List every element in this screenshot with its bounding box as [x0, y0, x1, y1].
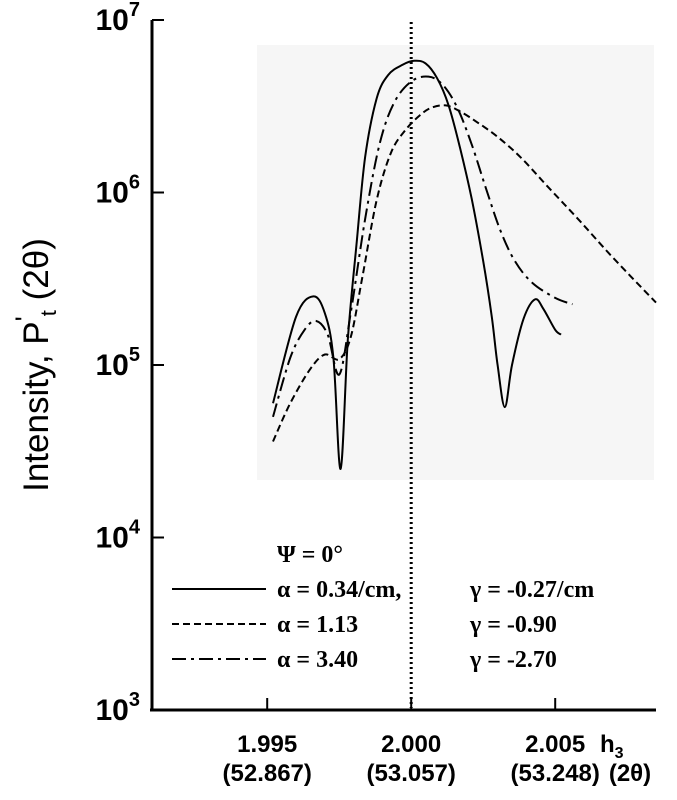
legend-row-dashdot: α = 3.40 γ = -2.70 — [172, 647, 557, 673]
legend-gamma-solid: γ = -0.27/cm — [469, 577, 594, 603]
x-axis-label: h3 — [600, 731, 624, 762]
legend-row-solid: α = 0.34/cm, γ = -0.27/cm — [172, 577, 594, 603]
x-tick-label: 2.000 — [381, 731, 441, 758]
legend: Ψ = 0° α = 0.34/cm, γ = -0.27/cm α = 1.1… — [172, 542, 594, 673]
legend-header: Ψ = 0° — [277, 542, 343, 568]
x-axis-label-2: (2θ) — [609, 760, 651, 787]
series-line-solid — [272, 59, 562, 470]
y-tick-label: 103 — [96, 689, 141, 727]
legend-gamma-dashdot: γ = -2.70 — [469, 647, 557, 673]
legend-gamma-dashed: γ = -0.90 — [469, 612, 557, 638]
y-axis-label: Intensity, P't (2θ) — [10, 238, 61, 492]
y-ticks: 103 104 105 106 107 — [96, 0, 164, 727]
legend-alpha-dashed: α = 1.13 — [277, 612, 358, 638]
x-tick-label: 1.995 — [237, 731, 297, 758]
series-line-dashed — [272, 104, 657, 442]
plot-background — [257, 45, 654, 480]
legend-row-dashed: α = 1.13 γ = -0.90 — [172, 612, 557, 638]
y-tick-label: 107 — [96, 0, 141, 37]
series-layer — [272, 59, 657, 470]
x-tick-sublabel: (53.057) — [367, 760, 456, 787]
x-tick-label: 2.005 — [525, 731, 585, 758]
x-tick-sublabel: (53.248) — [511, 760, 600, 787]
y-tick-label: 105 — [96, 344, 141, 382]
series-line-dashdot — [272, 75, 573, 418]
x-tick-sublabel: (52.867) — [223, 760, 312, 787]
legend-alpha-solid: α = 0.34/cm, — [277, 577, 401, 603]
y-tick-label: 104 — [96, 517, 141, 555]
x-ticks: 1.995(52.867) 2.000(53.057) 2.005(53.248) — [223, 698, 600, 787]
y-tick-label: 106 — [96, 172, 141, 210]
legend-alpha-dashdot: α = 3.40 — [277, 647, 358, 673]
